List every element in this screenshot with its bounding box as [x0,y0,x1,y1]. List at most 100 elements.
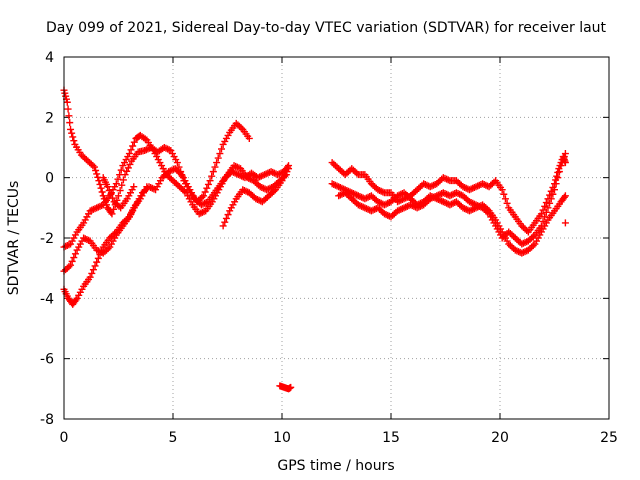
data-point [109,194,117,202]
data-point [130,183,138,191]
data-point [423,181,431,189]
series-track-b [60,131,293,251]
data-point [112,180,120,188]
data-point [117,166,125,174]
data-point [200,192,208,200]
data-point [66,119,74,127]
data-point [63,242,71,250]
data-point [123,167,131,175]
series-track-d [60,183,151,308]
data-point [97,184,105,192]
data-point [67,261,75,269]
data-point [561,150,569,158]
data-point [221,218,229,226]
data-point [67,125,75,133]
data-point [541,202,549,210]
plot-frame [63,56,610,420]
data-point [553,172,561,180]
data-point [83,236,91,244]
data-point [287,383,295,391]
data-point [64,105,72,113]
y-tick-label: -6 [40,352,54,368]
data-point [116,186,124,194]
data-point [148,184,156,192]
data-point [91,163,99,171]
data-point [93,170,101,178]
data-point [443,190,451,198]
data-point [164,145,172,153]
y-tick-label: 2 [45,110,54,126]
data-point [209,168,217,176]
data-point [143,183,151,191]
data-point [98,188,106,196]
data-point [539,217,547,225]
data-point [216,150,224,158]
data-point [546,199,554,207]
data-point [546,191,554,199]
data-point [501,195,509,203]
data-point [233,163,241,171]
x-tick-label: 15 [382,430,400,446]
series-track-c [60,162,290,275]
data-point [118,181,126,189]
data-point [214,154,222,162]
data-point [92,167,100,175]
data-point [96,251,104,259]
series-track-a [60,86,253,218]
data-point [105,186,113,194]
chart-title: Day 099 of 2021, Sidereal Day-to-day VTE… [46,20,607,36]
data-point [500,190,508,198]
data-point [201,188,209,196]
x-tick-label: 0 [60,430,69,446]
data-point [549,190,557,198]
data-point [537,222,545,230]
data-point [211,163,219,171]
data-point [98,247,106,255]
data-point [222,214,230,222]
data-point [503,199,511,207]
data-point [213,159,221,167]
data-point [270,169,278,177]
data-point [71,250,79,258]
data-point [129,142,137,150]
data-point [94,254,102,262]
data-point [96,180,104,188]
x-tick-label: 5 [169,430,178,446]
data-point [63,98,71,106]
y-tick-label: -2 [40,231,54,247]
data-point [218,145,226,153]
chart-series [60,86,569,393]
data-point [561,192,569,200]
data-point [224,211,232,219]
series-track-h [328,153,569,236]
data-point [130,138,138,146]
data-point [89,266,97,274]
data-point [219,222,227,230]
data-point [95,177,103,185]
data-point [114,175,122,183]
data-point [93,258,101,266]
data-point [173,159,181,167]
data-point [70,254,78,262]
data-point [127,146,135,154]
data-point [72,296,80,304]
data-point [245,134,253,142]
data-point [68,257,76,265]
data-point [91,262,99,270]
x-tick-label: 10 [273,430,291,446]
data-point [443,175,451,183]
data-point [107,190,115,198]
data-point [119,176,127,184]
data-point [110,205,118,213]
data-point [542,208,550,216]
data-point [203,184,211,192]
x-axis-label: GPS time / hours [277,458,394,474]
chart-ticks: 0 5 10 15 20 25 -8 -6 -4 -2 0 2 4 [40,50,618,446]
data-point [206,177,214,185]
data-point [551,186,558,194]
data-point [198,208,206,216]
series-track-f [219,165,293,230]
x-tick-label: 20 [491,430,509,446]
data-point [547,195,555,203]
